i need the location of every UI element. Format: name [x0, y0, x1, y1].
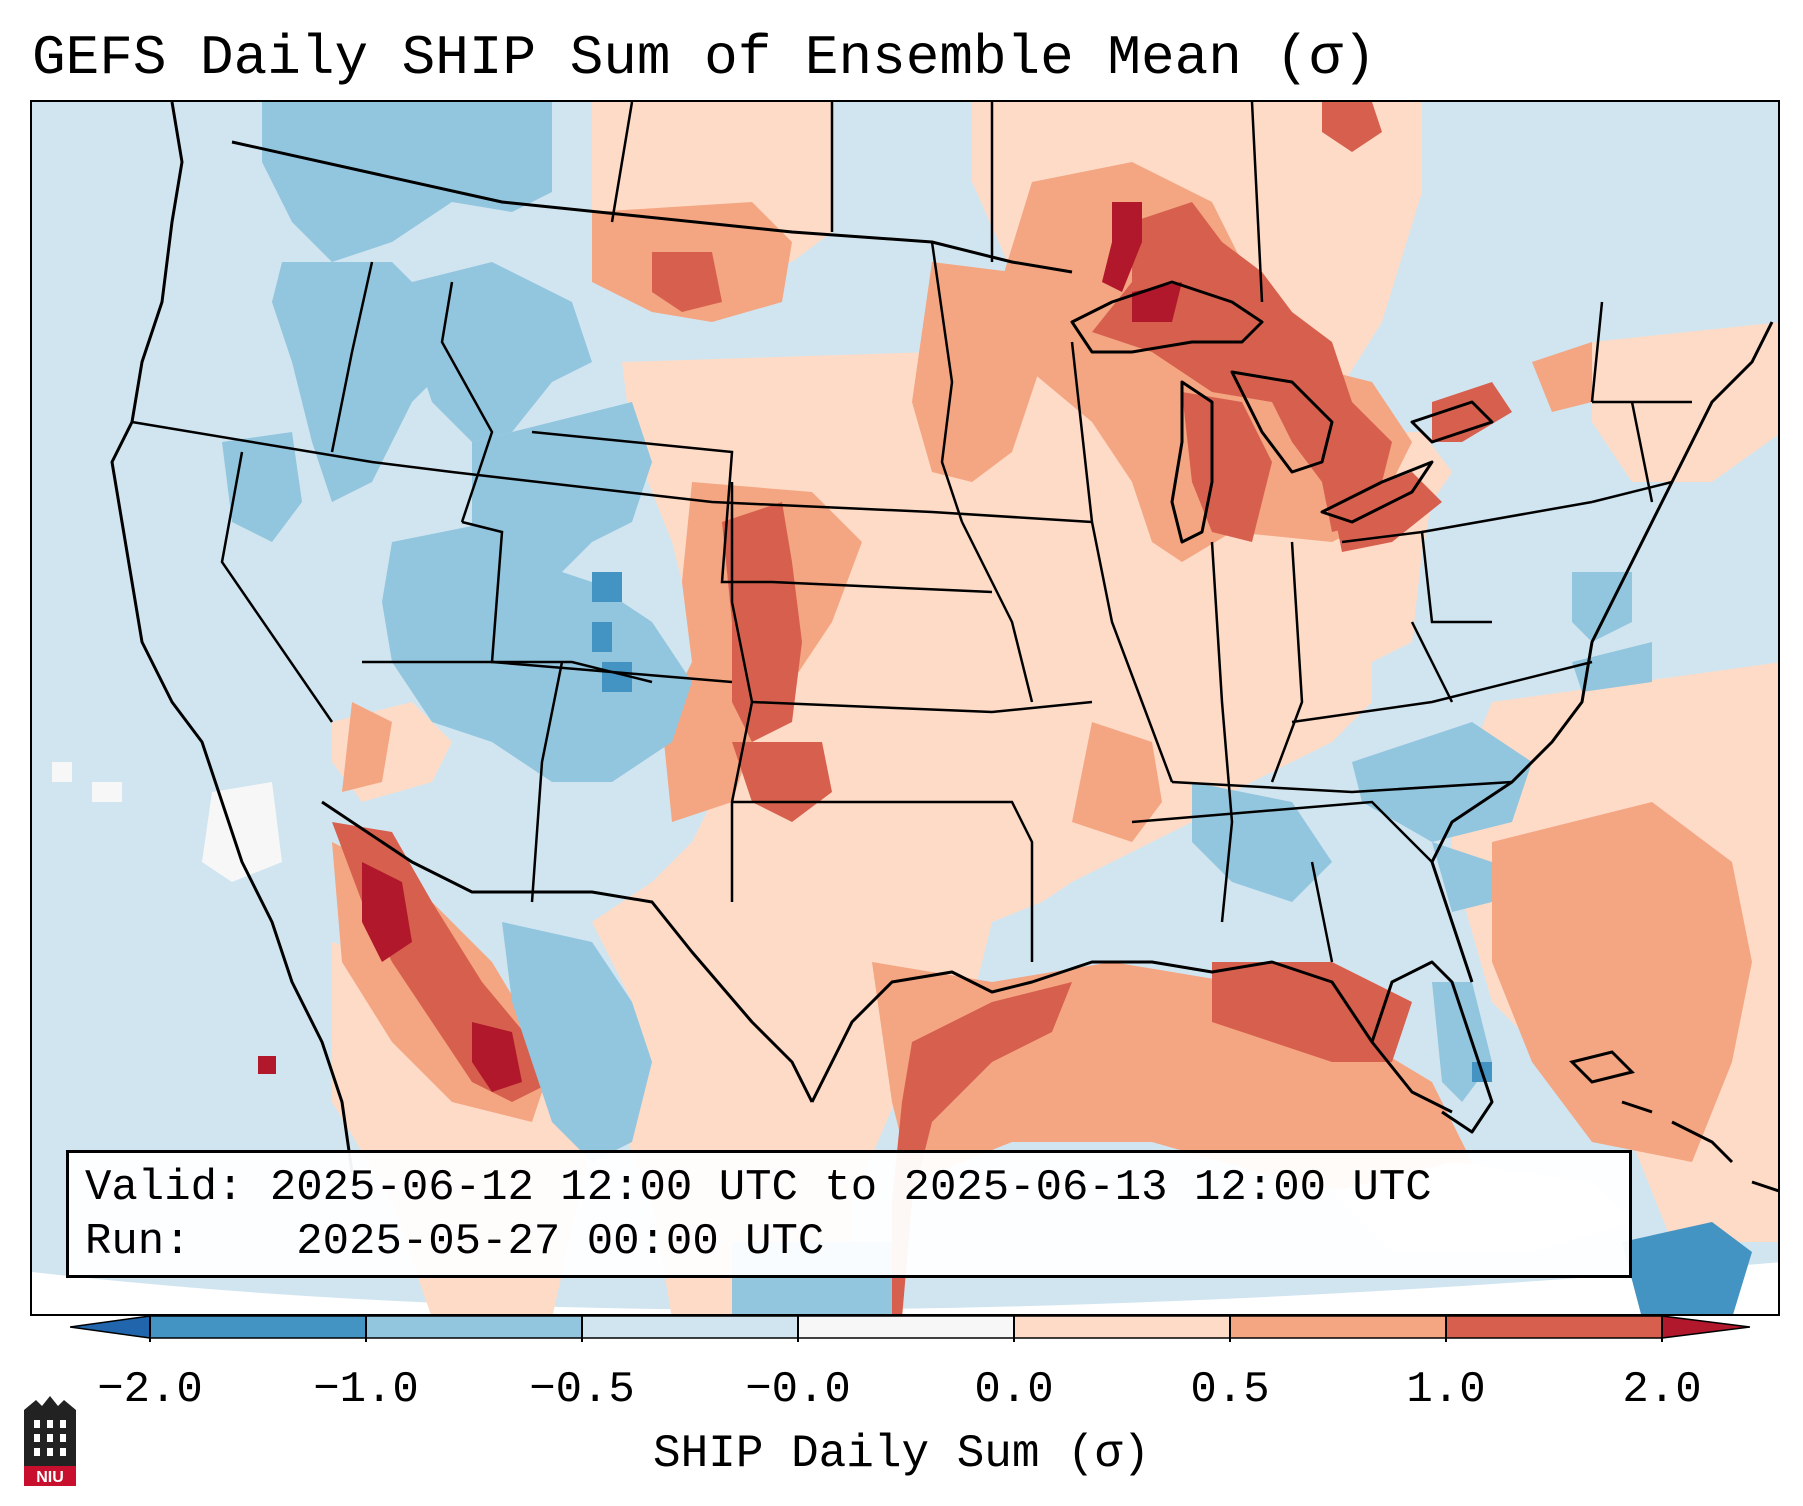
colorbar-tick-label: −2.0 — [97, 1365, 203, 1415]
colorbar-bin-6 — [1230, 1316, 1446, 1338]
map-panel[interactable] — [30, 100, 1780, 1316]
colorbar-bin-1 — [150, 1316, 366, 1338]
map-svg — [32, 102, 1778, 1314]
logo-text: NIU — [36, 1469, 64, 1486]
colorbar-tick-label: −0.5 — [529, 1365, 635, 1415]
colorbar-bin-4 — [798, 1316, 1014, 1338]
run-label: Run: — [85, 1217, 191, 1267]
great-lakes-erie-ontario — [1320, 400, 1494, 524]
figure-title: GEFS Daily SHIP Sum of Ensemble Mean (σ) — [32, 26, 1377, 90]
colorbar — [70, 1315, 1750, 1342]
gulf-coast — [810, 960, 1453, 1114]
colorbar-tick-label: 2.0 — [1622, 1365, 1702, 1415]
colorbar-extend-low — [70, 1315, 151, 1339]
run-time: 2025-05-27 00:00 UTC — [296, 1217, 825, 1267]
state-borders — [131, 102, 1692, 963]
valid-run-info-box: Valid: 2025-06-12 12:00 UTC to 2025-06-1… — [66, 1150, 1632, 1278]
colorbar-tick-label: 0.5 — [1190, 1365, 1270, 1415]
east-coast — [1430, 321, 1774, 983]
niu-logo: NIU — [24, 1396, 76, 1486]
colorbar-bin-2 — [366, 1316, 582, 1338]
valid-label: Valid: — [85, 1163, 244, 1213]
colorbar-tick-label: −1.0 — [313, 1365, 419, 1415]
colorbar-tick-label: 0.0 — [974, 1365, 1054, 1415]
colorbar-bin-3 — [582, 1316, 798, 1338]
negative-anomaly-medium — [592, 572, 1752, 1314]
coastlines-and-borders — [110, 102, 1774, 1173]
colorbar-label: SHIP Daily Sum (σ) — [653, 1428, 1150, 1480]
colorbar-tick-label: 1.0 — [1406, 1365, 1486, 1415]
caribbean-islands — [1569, 1050, 1778, 1193]
florida-peninsula — [1370, 960, 1494, 1134]
colorbar-tick-marks — [149, 1316, 1663, 1342]
colorbar-extend-high — [1661, 1315, 1750, 1339]
us-mexico-border — [321, 800, 814, 1103]
great-lakes-huron — [1230, 370, 1334, 474]
off-domain-area — [32, 1262, 1778, 1314]
us-west-coast — [110, 102, 354, 1173]
great-lakes-superior — [1070, 280, 1264, 354]
colorbar-bin-5 — [1014, 1316, 1230, 1338]
colorbar-tick-label: −0.0 — [745, 1365, 851, 1415]
positive-anomaly-extreme — [258, 202, 1182, 1092]
colorbar-bin-7 — [1446, 1316, 1662, 1338]
great-lakes-michigan — [1170, 380, 1214, 544]
canada-us-border — [231, 140, 1073, 274]
valid-time-range: 2025-06-12 12:00 UTC to 2025-06-13 12:00… — [269, 1163, 1432, 1213]
negative-anomaly-light — [222, 102, 1652, 1314]
